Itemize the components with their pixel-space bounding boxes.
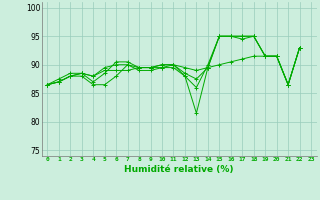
X-axis label: Humidité relative (%): Humidité relative (%)	[124, 165, 234, 174]
